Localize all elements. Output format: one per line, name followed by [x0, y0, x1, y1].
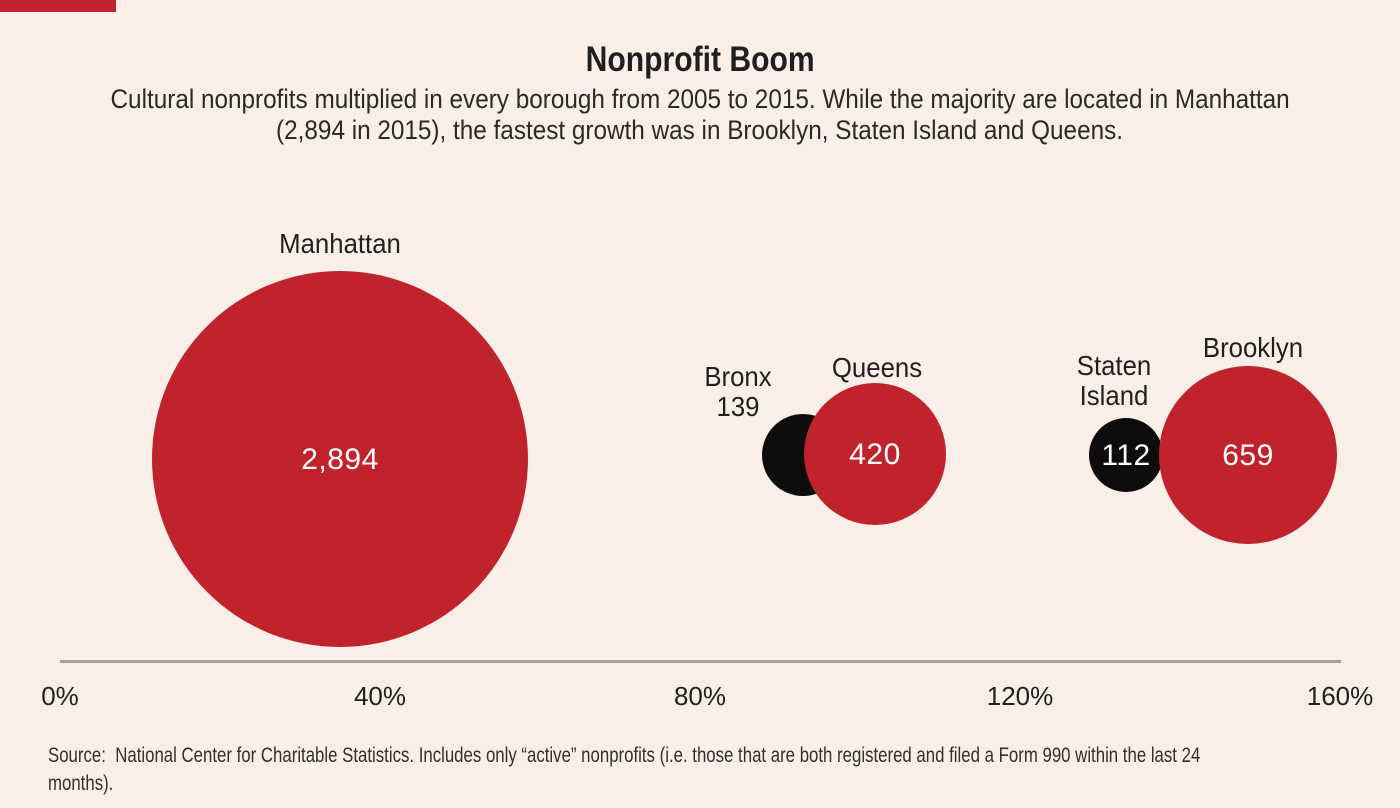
x-axis-tick-0pct: 0%: [41, 681, 79, 711]
x-axis-tick-160pct: 160%: [1306, 681, 1374, 711]
bubble-value-staten-island: 112: [1101, 439, 1151, 472]
bubble-value-queens: 420: [849, 438, 901, 471]
bubble-value-manhattan: 2,894: [301, 443, 379, 476]
bubble-label-queens: Queens: [832, 353, 922, 383]
bubble-queens: [804, 383, 946, 525]
bubble-label-staten-island: Staten Island: [1077, 351, 1151, 411]
subtitle-line-1: Cultural nonprofits multiplied in every …: [110, 84, 1290, 114]
bubble-label-bronx: Bronx 139: [704, 362, 771, 422]
bubble-label-brooklyn: Brooklyn: [1203, 333, 1303, 363]
bubble-label-line: Brooklyn: [1202, 332, 1304, 363]
bubble-label-manhattan: Manhattan: [279, 229, 401, 259]
x-axis-tick-40pct: 40%: [353, 681, 407, 711]
source-line-2: months).: [48, 772, 114, 795]
bubble-label-line: Staten: [1076, 350, 1152, 381]
bubble-label-line: Manhattan: [279, 228, 401, 259]
bubble-brooklyn: [1159, 366, 1337, 544]
bubble-label-line: 139: [716, 391, 760, 422]
bubble-label-line: Island: [1079, 380, 1149, 411]
bubble-staten-island: [1089, 418, 1163, 492]
bubble-label-line: Queens: [831, 352, 923, 383]
chart-subtitle: Cultural nonprofits multiplied in every …: [0, 84, 1400, 146]
source-note: Source: National Center for Charitable S…: [48, 742, 1400, 798]
x-axis-tick-120pct: 120%: [986, 681, 1054, 711]
bubble-manhattan: [152, 271, 528, 647]
source-line-1: Source: National Center for Charitable S…: [48, 744, 1201, 767]
brand-accent-bar: [0, 0, 116, 12]
bubble-value-brooklyn: 659: [1222, 439, 1274, 472]
subtitle-line-2: (2,894 in 2015), the fastest growth was …: [276, 115, 1124, 145]
bubble-label-line: Bronx: [704, 361, 772, 392]
x-axis-tick-80pct: 80%: [673, 681, 727, 711]
chart-title: Nonprofit Boom: [0, 40, 1400, 80]
chart-title-text: Nonprofit Boom: [585, 40, 815, 79]
x-axis-line: [60, 660, 1341, 663]
